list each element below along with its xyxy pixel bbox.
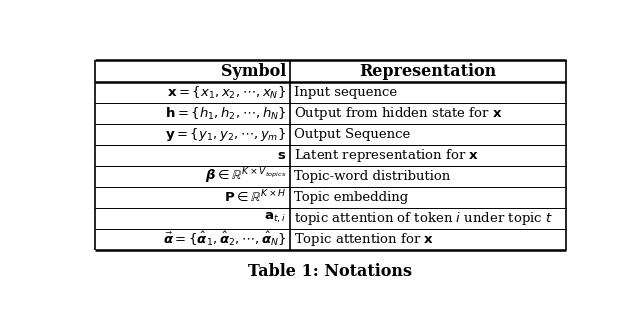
Text: Topic embedding: Topic embedding: [294, 191, 409, 204]
Text: $\mathbf{s}$: $\mathbf{s}$: [277, 149, 287, 162]
Text: topic attention of token $i$ under topic $t$: topic attention of token $i$ under topic…: [294, 210, 554, 226]
Text: $\mathbf{x} = \{x_1, x_2, \cdots, x_N\}$: $\mathbf{x} = \{x_1, x_2, \cdots, x_N\}$: [168, 85, 287, 101]
Text: $\boldsymbol{\beta} \in \mathbb{R}^{K\times V_{topics}}$: $\boldsymbol{\beta} \in \mathbb{R}^{K\ti…: [205, 167, 287, 186]
Text: Output from hidden state for $\mathbf{x}$: Output from hidden state for $\mathbf{x}…: [294, 105, 503, 122]
Text: Topic attention for $\mathbf{x}$: Topic attention for $\mathbf{x}$: [294, 231, 435, 248]
Text: $\mathbf{a}_{t,i}$: $\mathbf{a}_{t,i}$: [264, 211, 287, 225]
Text: Symbol: Symbol: [221, 63, 287, 80]
Text: $\mathbf{h} = \{h_1, h_2, \cdots, h_N\}$: $\mathbf{h} = \{h_1, h_2, \cdots, h_N\}$: [165, 106, 287, 122]
Text: Topic-word distribution: Topic-word distribution: [294, 170, 451, 183]
Text: $\vec{\boldsymbol{\alpha}} = \{\hat{\boldsymbol{\alpha}}_1, \hat{\boldsymbol{\al: $\vec{\boldsymbol{\alpha}} = \{\hat{\bol…: [163, 230, 287, 248]
Text: Input sequence: Input sequence: [294, 86, 397, 99]
Text: Latent representation for $\mathbf{x}$: Latent representation for $\mathbf{x}$: [294, 147, 479, 164]
Text: Table 1: Notations: Table 1: Notations: [248, 263, 413, 280]
Text: $\mathbf{y} = \{y_1, y_2, \cdots, y_m\}$: $\mathbf{y} = \{y_1, y_2, \cdots, y_m\}$: [165, 126, 287, 143]
Text: Representation: Representation: [360, 63, 497, 80]
Text: Output Sequence: Output Sequence: [294, 128, 411, 141]
Text: $\mathbf{P} \in \mathbb{R}^{K\times H}$: $\mathbf{P} \in \mathbb{R}^{K\times H}$: [224, 189, 287, 205]
